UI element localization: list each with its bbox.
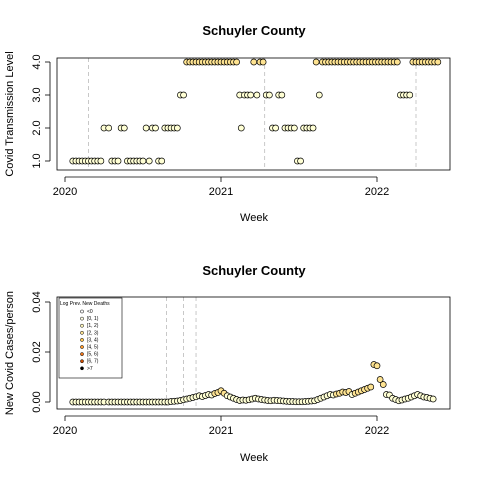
- legend-label: [0, 1): [87, 316, 99, 322]
- data-point: [120, 124, 128, 132]
- data-point: [180, 91, 187, 99]
- bottom-x-axis: 2020 2021 2022: [53, 415, 389, 437]
- data-point: [250, 58, 258, 66]
- top-y-axis: 1.0 2.0 3.0 4.0: [31, 54, 51, 169]
- x-tick-label: 2020: [53, 186, 77, 198]
- y-tick-label: 4.0: [31, 54, 43, 69]
- transmission-chart: Schuyler County 2020 2021 2022 1.0 2.0 3.0 4.…: [4, 23, 451, 224]
- x-tick-label: 2022: [365, 186, 389, 198]
- y-tick-label: 1.0: [31, 153, 43, 168]
- data-point: [247, 91, 254, 99]
- bottom-y-axis-label: New Covid Cases/person: [4, 291, 16, 415]
- y-tick-label: 0.04: [31, 291, 43, 312]
- legend-label: [5, 6): [87, 352, 99, 358]
- legend-swatch: [80, 330, 84, 335]
- legend-label: [4, 5): [87, 345, 99, 351]
- bottom-x-axis-label: Week: [240, 452, 268, 464]
- legend-swatch: [80, 309, 84, 314]
- top-chart-title: Schuyler County: [202, 23, 306, 38]
- bottom-plot-frame: [56, 296, 451, 410]
- data-point: [429, 395, 437, 403]
- y-tick-label: 2.0: [31, 120, 43, 135]
- data-point: [152, 124, 159, 132]
- legend: Log Prev. New Deaths <0[0, 1)[1, 2)[2, 3…: [58, 297, 123, 379]
- top-reference-lines: [88, 58, 417, 170]
- data-point: [315, 91, 323, 99]
- legend-label: >7: [87, 366, 93, 372]
- data-point: [379, 381, 387, 388]
- data-point: [278, 91, 286, 99]
- top-x-axis-label: Week: [240, 212, 268, 224]
- top-data-points: [69, 58, 442, 165]
- legend-title: Log Prev. New Deaths: [60, 301, 110, 307]
- data-point: [158, 157, 166, 165]
- data-point: [139, 157, 147, 165]
- top-y-axis-label: Covid Transmission Level: [4, 51, 16, 176]
- data-point: [406, 91, 414, 99]
- legend-swatch: [80, 316, 84, 321]
- data-point: [312, 58, 320, 66]
- data-point: [259, 58, 267, 66]
- data-point: [434, 58, 442, 66]
- bottom-y-axis: 0.00 0.02 0.04: [31, 291, 51, 413]
- legend-swatch: [80, 366, 84, 371]
- data-point: [145, 157, 153, 165]
- y-tick-label: 3.0: [31, 87, 43, 102]
- data-point: [97, 157, 105, 165]
- y-tick-label: 0.02: [31, 341, 43, 362]
- data-point: [266, 91, 273, 99]
- x-tick-label: 2021: [209, 425, 233, 437]
- data-point: [253, 91, 261, 99]
- legend-label: [1, 2): [87, 323, 99, 329]
- y-tick-label: 0.00: [31, 391, 43, 412]
- data-point: [237, 124, 245, 132]
- data-point: [309, 124, 317, 132]
- legend-label: [2, 3): [87, 330, 99, 336]
- data-point: [142, 124, 150, 132]
- data-point: [233, 58, 240, 66]
- x-tick-label: 2022: [365, 425, 389, 437]
- data-point: [290, 124, 298, 132]
- x-tick-label: 2021: [209, 186, 233, 198]
- legend-swatch: [80, 359, 84, 364]
- data-point: [105, 124, 113, 132]
- data-point: [373, 362, 381, 370]
- data-point: [297, 157, 304, 165]
- legend-swatch: [80, 352, 84, 356]
- data-point: [367, 383, 375, 391]
- legend-label: [3, 4): [87, 337, 99, 343]
- data-point: [393, 58, 401, 66]
- legend-swatch: [80, 345, 84, 349]
- x-tick-label: 2020: [53, 425, 77, 437]
- bottom-reference-lines: [165, 297, 197, 409]
- legend-swatch: [80, 323, 84, 328]
- bottom-data-points: [69, 361, 437, 406]
- data-point: [114, 157, 122, 165]
- cases-chart: Schuyler County 2020 2021 2022 0.000.020.0…: [4, 263, 451, 464]
- legend-label: [6, 7): [87, 359, 99, 365]
- data-point: [272, 124, 279, 132]
- legend-box: [58, 297, 123, 379]
- top-plot-frame: [56, 57, 451, 171]
- legend-swatch: [80, 338, 84, 342]
- data-point: [376, 376, 384, 383]
- data-point: [173, 124, 181, 132]
- legend-label: <0: [87, 309, 93, 315]
- bottom-chart-title: Schuyler County: [202, 263, 306, 278]
- legend-items: <0[0, 1)[1, 2)[2, 3)[3, 4) [4, 5)[5, 6)[6…: [80, 309, 99, 372]
- top-x-axis: 2020 2021 2022: [53, 176, 389, 198]
